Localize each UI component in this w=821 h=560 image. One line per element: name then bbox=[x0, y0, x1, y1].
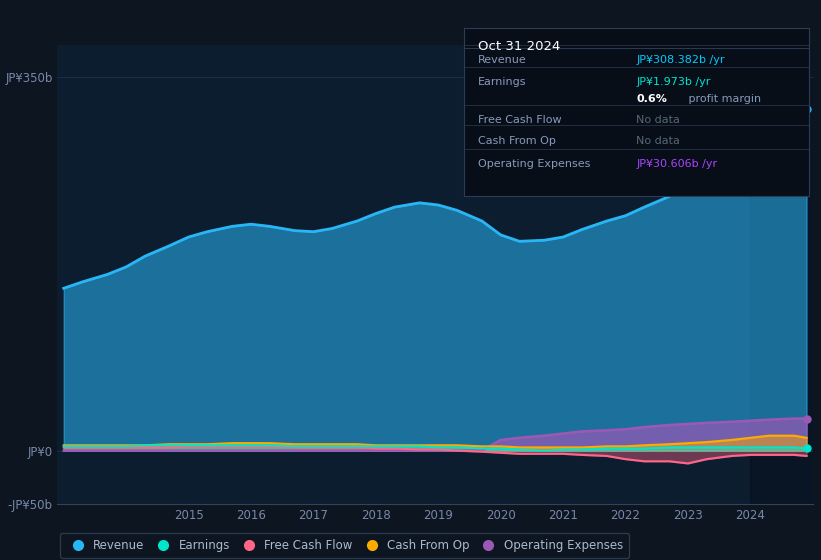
Legend: Revenue, Earnings, Free Cash Flow, Cash From Op, Operating Expenses: Revenue, Earnings, Free Cash Flow, Cash … bbox=[60, 533, 629, 558]
Text: No data: No data bbox=[636, 115, 680, 125]
Bar bbox=[750, 45, 819, 504]
Text: Operating Expenses: Operating Expenses bbox=[478, 159, 590, 169]
Text: JP¥30.606b /yr: JP¥30.606b /yr bbox=[636, 159, 718, 169]
Text: Cash From Op: Cash From Op bbox=[478, 136, 556, 146]
Text: JP¥1.973b /yr: JP¥1.973b /yr bbox=[636, 77, 711, 87]
Text: Oct 31 2024: Oct 31 2024 bbox=[478, 40, 560, 53]
Text: No data: No data bbox=[636, 136, 680, 146]
Text: 0.6%: 0.6% bbox=[636, 94, 667, 104]
Text: Free Cash Flow: Free Cash Flow bbox=[478, 115, 562, 125]
Text: JP¥308.382b /yr: JP¥308.382b /yr bbox=[636, 55, 725, 65]
Text: profit margin: profit margin bbox=[685, 94, 761, 104]
Text: Earnings: Earnings bbox=[478, 77, 526, 87]
Text: Revenue: Revenue bbox=[478, 55, 526, 65]
